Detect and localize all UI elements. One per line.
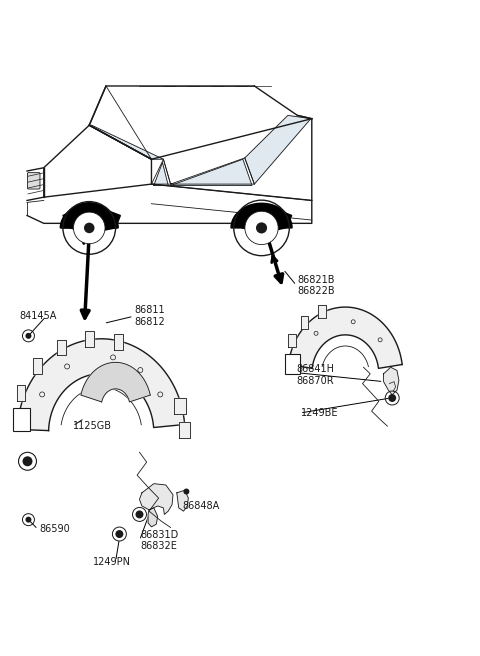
Polygon shape [288,307,402,369]
Circle shape [256,222,267,234]
FancyBboxPatch shape [285,354,300,374]
Text: 86590: 86590 [39,524,70,535]
Polygon shape [148,508,157,527]
Polygon shape [179,422,191,438]
Circle shape [245,211,278,245]
Polygon shape [34,358,42,374]
Circle shape [73,212,105,244]
Text: 86848A: 86848A [182,501,220,511]
Circle shape [135,510,144,518]
Text: 86841H
86870R: 86841H 86870R [296,364,334,386]
Text: 1249BE: 1249BE [301,408,338,418]
Polygon shape [17,338,185,430]
Text: 84145A: 84145A [19,311,56,321]
Circle shape [115,530,123,538]
Text: 86831D
86832E: 86831D 86832E [141,530,179,552]
Polygon shape [57,340,66,356]
Polygon shape [245,115,311,184]
Polygon shape [318,304,325,318]
Polygon shape [231,203,292,228]
Polygon shape [384,367,399,395]
FancyBboxPatch shape [13,408,30,432]
Polygon shape [140,483,173,514]
Circle shape [23,457,33,466]
FancyBboxPatch shape [27,173,40,189]
Text: 86811
86812: 86811 86812 [135,306,166,327]
Polygon shape [61,203,117,228]
Circle shape [183,489,190,495]
Text: 1125GB: 1125GB [73,421,112,431]
Text: 1249PN: 1249PN [93,556,131,567]
Circle shape [25,517,32,523]
Text: 86821B
86822B: 86821B 86822B [298,275,335,297]
Circle shape [84,222,95,233]
Polygon shape [89,125,163,159]
Polygon shape [288,334,296,347]
Polygon shape [154,163,168,186]
Polygon shape [17,385,25,401]
Circle shape [388,394,396,402]
Circle shape [25,333,32,339]
Polygon shape [235,204,292,233]
Polygon shape [301,316,308,329]
Polygon shape [63,204,120,233]
Polygon shape [171,159,252,186]
Polygon shape [85,331,94,347]
Polygon shape [174,398,186,414]
Polygon shape [177,490,188,511]
Polygon shape [60,205,118,228]
Polygon shape [81,362,150,402]
Polygon shape [114,334,123,350]
